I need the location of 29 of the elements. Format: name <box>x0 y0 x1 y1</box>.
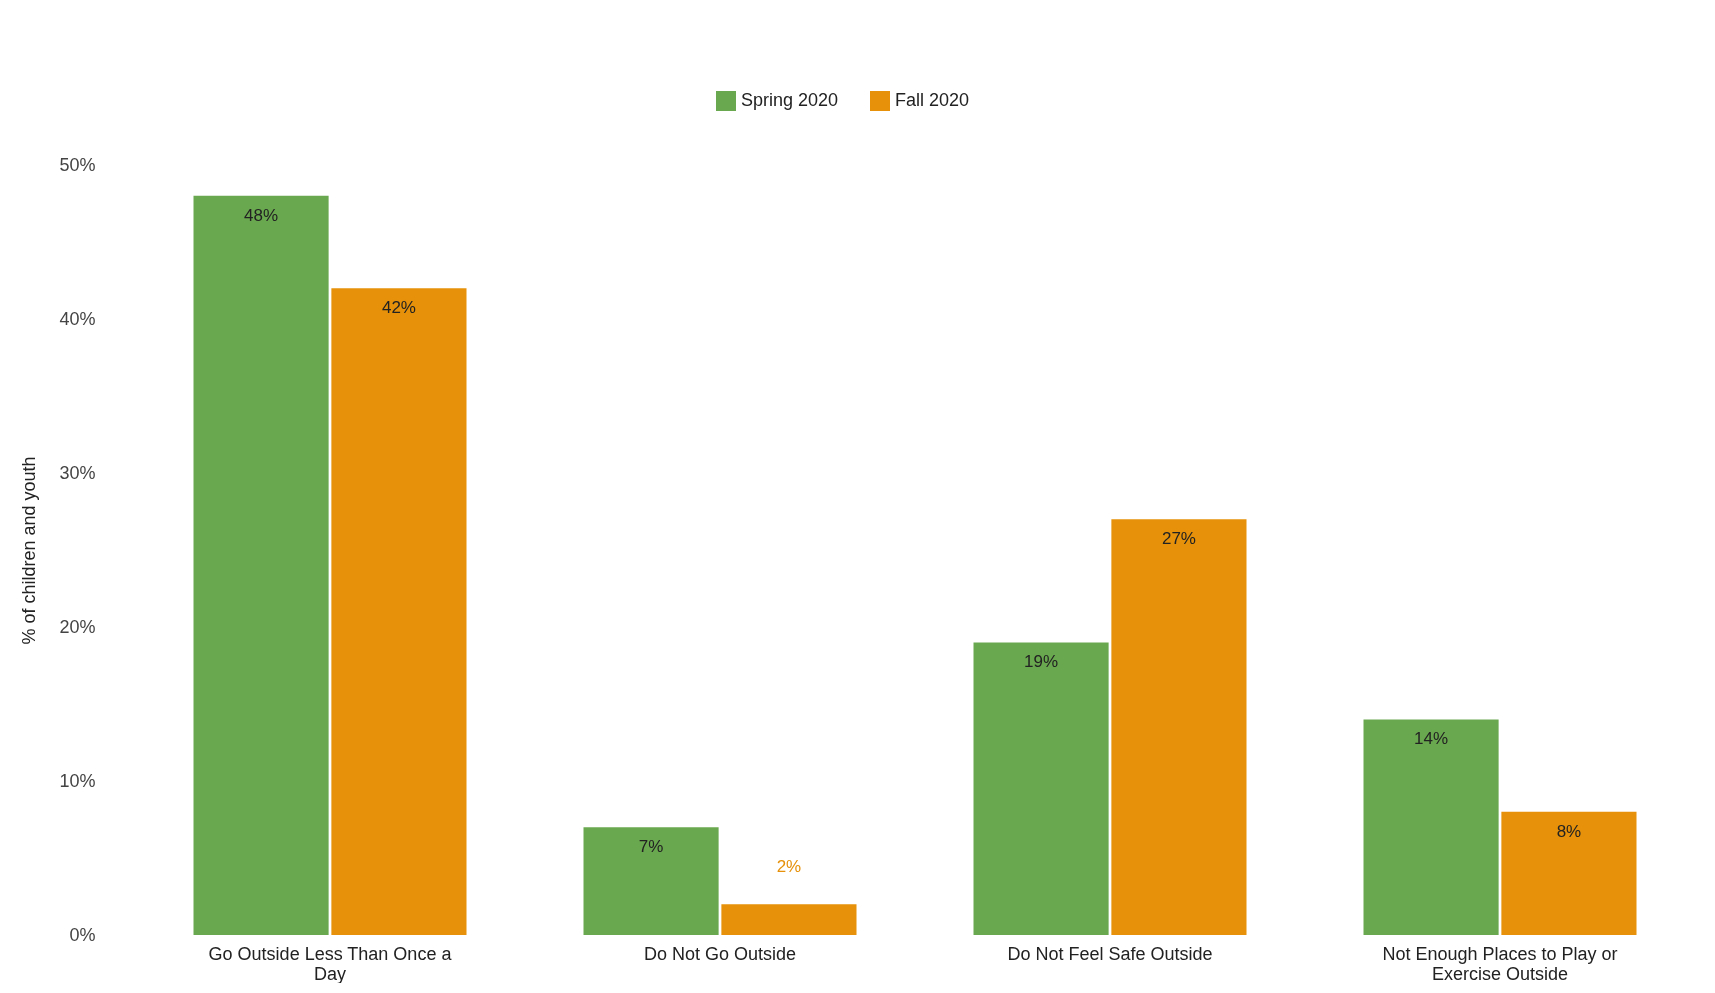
bar <box>973 642 1109 935</box>
data-label: 8% <box>1556 821 1582 841</box>
bar <box>331 288 467 935</box>
data-label: 27% <box>1161 529 1196 549</box>
y-tick-label: 10% <box>59 770 96 791</box>
data-label: 14% <box>1414 729 1449 749</box>
x-tick-label: Go Outside Less Than Once a Day <box>208 943 453 984</box>
y-axis-title: % of children and youth <box>19 456 40 645</box>
y-tick-label: 0% <box>69 924 96 945</box>
data-label: 19% <box>1024 652 1059 672</box>
x-tick-label: Do Not Go Outside <box>643 943 797 964</box>
bar <box>1111 519 1247 935</box>
x-tick-label: Do Not Feel Safe Outside <box>1007 943 1213 964</box>
data-label: 42% <box>381 298 416 318</box>
bar <box>583 827 719 935</box>
bar <box>721 904 857 935</box>
bar <box>193 195 329 935</box>
bar <box>1363 719 1499 935</box>
legend-label: Spring 2020 <box>741 90 839 110</box>
data-label: 7% <box>638 837 664 857</box>
y-tick-label: 30% <box>59 462 96 483</box>
legend-label: Fall 2020 <box>895 90 970 110</box>
y-tick-label: 50% <box>59 154 96 175</box>
bar <box>1501 811 1637 935</box>
x-tick-label: Not Enough Places to Play or Exercise Outside <box>1382 943 1618 984</box>
data-label: 2% <box>776 857 802 877</box>
data-label: 48% <box>244 205 279 225</box>
y-tick-label: 40% <box>59 308 96 329</box>
y-tick-label: 20% <box>59 616 96 637</box>
